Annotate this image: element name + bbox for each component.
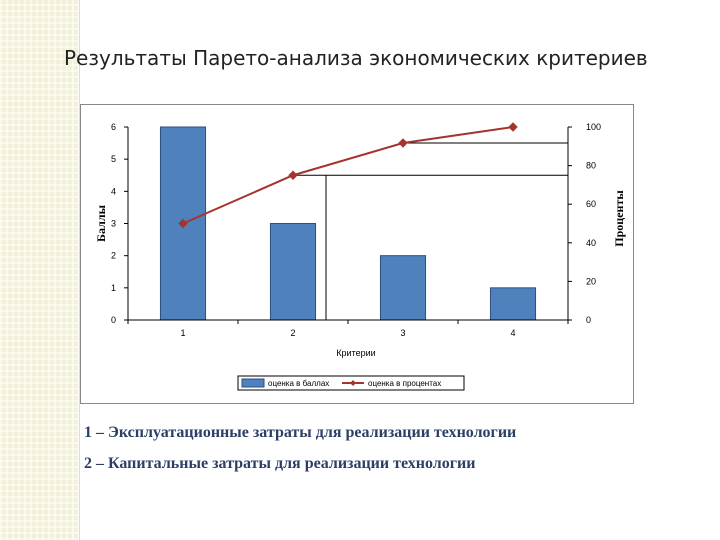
y2-tick-label: 80 xyxy=(586,161,596,171)
x-tick-label: 2 xyxy=(290,328,295,338)
line-point-2 xyxy=(288,170,298,180)
y2-axis-title: Проценты xyxy=(612,190,626,247)
y-tick-label: 1 xyxy=(111,283,116,293)
note-2: 2 – Капитальные затраты для реализации т… xyxy=(84,455,476,472)
y-tick-label: 5 xyxy=(111,154,116,164)
y2-tick-label: 60 xyxy=(586,199,596,209)
line-point-4 xyxy=(508,122,518,132)
note-1: 1 – Эксплуатационные затраты для реализа… xyxy=(84,424,517,441)
y2-tick-label: 0 xyxy=(586,315,591,325)
slide-title: Результаты Парето-анализа экономических … xyxy=(64,46,648,70)
y2-tick-label: 40 xyxy=(586,238,596,248)
notes: 1 – Эксплуатационные затраты для реализа… xyxy=(84,424,714,486)
y-tick-label: 2 xyxy=(111,251,116,261)
legend-label-line: оценка в процентах xyxy=(368,379,441,388)
x-tick-label: 3 xyxy=(400,328,405,338)
y-axis-title: Баллы xyxy=(94,204,108,242)
bar-3 xyxy=(379,255,427,321)
decorative-rule xyxy=(79,0,80,540)
line-point-3 xyxy=(398,138,408,148)
y2-tick-label: 100 xyxy=(586,122,601,132)
line-point-1 xyxy=(178,218,188,229)
y-tick-label: 3 xyxy=(111,219,116,229)
legend-marker-line xyxy=(350,380,356,386)
y-tick-label: 4 xyxy=(111,186,116,196)
y-tick-label: 6 xyxy=(111,122,116,132)
x-axis-title: Критерии xyxy=(336,348,375,358)
y-tick-label: 0 xyxy=(111,315,116,325)
legend-label-bars: оценка в баллах xyxy=(268,379,329,388)
y2-tick-label: 20 xyxy=(586,276,596,286)
bar-2 xyxy=(269,223,317,321)
series-line-percent xyxy=(182,126,514,225)
x-tick-label: 1 xyxy=(180,328,185,338)
legend-swatch-bars xyxy=(241,378,265,388)
x-tick-label: 4 xyxy=(510,328,515,338)
decorative-stripe xyxy=(0,0,78,540)
bar-4 xyxy=(489,287,537,321)
